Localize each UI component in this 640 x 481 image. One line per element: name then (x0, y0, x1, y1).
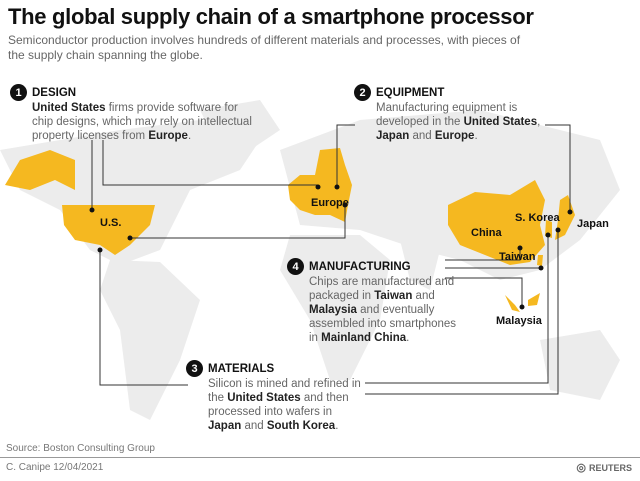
united-states (62, 205, 155, 255)
text-bold: Taiwan (374, 290, 413, 302)
text-bold: United States (227, 392, 301, 404)
subtitle: Semiconductor production involves hundre… (8, 33, 521, 62)
text-bold: United States (463, 116, 538, 128)
reuters-logo: ◎ REUTERS (576, 461, 632, 474)
step-heading: EQUIPMENT (376, 86, 445, 99)
text: and (241, 420, 267, 432)
china (448, 180, 545, 265)
text-bold: United States (32, 102, 106, 114)
text-bold: Malaysia (309, 304, 357, 316)
text: Silicon is mined and refined in the (208, 378, 361, 404)
label-china: China (471, 227, 502, 239)
step-number: 2 (354, 84, 371, 101)
text: Chips are manufactured and packaged in (309, 276, 455, 302)
taiwan (537, 255, 543, 266)
text: and (412, 290, 435, 302)
label-us: U.S. (100, 217, 122, 229)
step-equipment: 2 EQUIPMENT Manufacturing equipment is de… (354, 84, 556, 143)
step-heading: MANUFACTURING (309, 260, 411, 273)
text-bold: Japan (376, 130, 410, 142)
label-south-korea: S. Korea (515, 212, 560, 224)
label-europe: Europe (311, 197, 349, 209)
alaska (5, 150, 75, 190)
divider (0, 457, 640, 458)
source: Source: Boston Consulting Group (6, 443, 155, 454)
text: . (474, 130, 478, 142)
text-bold: Mainland China (321, 332, 407, 344)
text: and eventually assembled into smartphone… (309, 304, 457, 344)
text-bold: Japan (208, 420, 242, 432)
step-number: 4 (287, 258, 304, 275)
step-number: 1 (10, 84, 27, 101)
location-dots (89, 184, 573, 310)
europe (288, 148, 352, 222)
text: and then processed into wafers in (208, 392, 349, 418)
text: . (187, 130, 192, 142)
step-manufacturing: 4 MANUFACTURING Chips are manufactured an… (287, 258, 459, 345)
text: and (409, 130, 435, 142)
label-taiwan: Taiwan (499, 251, 536, 263)
text: firms provide software for chip designs,… (32, 102, 252, 142)
text-bold: Europe (148, 130, 188, 142)
text-bold: South Korea (266, 420, 336, 432)
text: , (537, 116, 541, 128)
text-bold: Europe (434, 130, 475, 142)
text: . (406, 332, 410, 344)
connector-lines (91, 124, 571, 395)
step-heading: DESIGN (32, 86, 77, 99)
label-malaysia: Malaysia (496, 315, 542, 327)
logo-text: REUTERS (588, 462, 632, 473)
step-heading: MATERIALS (208, 362, 275, 375)
reuters-logo-icon: ◎ (576, 462, 586, 474)
text: . (335, 420, 339, 432)
text: Manufacturing equipment is developed in … (376, 102, 518, 128)
page-title: The global supply chain of a smartphone … (8, 4, 534, 29)
step-materials: 3 MATERIALS Silicon is mined and refined … (186, 360, 368, 433)
label-japan: Japan (577, 218, 609, 230)
credit: C. Canipe 12/04/2021 (6, 462, 104, 473)
highlighted-countries (5, 148, 575, 312)
malaysia (505, 293, 540, 312)
step-number: 3 (186, 360, 203, 377)
step-design: 1 DESIGN United States firms provide soft… (10, 84, 262, 143)
